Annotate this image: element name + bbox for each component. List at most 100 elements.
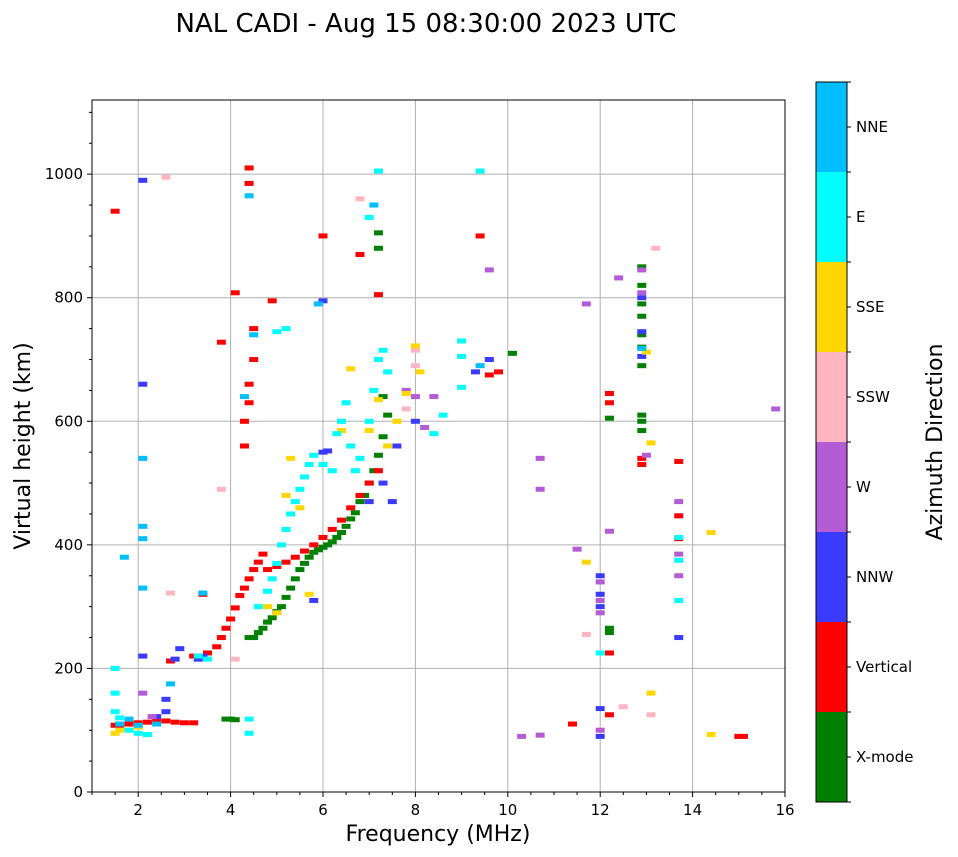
data-point-w	[674, 551, 684, 557]
data-point-vertical	[567, 721, 577, 727]
data-point-sse	[364, 428, 374, 434]
data-point-ssw	[581, 631, 591, 637]
data-point-x-mode	[637, 363, 647, 369]
data-point-nne	[124, 716, 134, 722]
colorbar-tick-label: SSE	[856, 298, 885, 316]
data-point-nnw	[674, 635, 684, 641]
data-point-e	[272, 329, 282, 335]
data-point-e	[263, 588, 273, 594]
data-point-nne	[166, 681, 176, 687]
colorbar-tick-label: E	[856, 208, 865, 226]
y-tick-label: 200	[54, 659, 83, 677]
data-point-x-mode	[281, 594, 291, 600]
data-point-e	[378, 347, 388, 353]
x-tick-label: 4	[226, 801, 236, 819]
data-point-w	[614, 275, 624, 281]
data-point-x-mode	[318, 544, 328, 550]
data-point-nnw	[138, 653, 148, 659]
data-point-e	[341, 400, 351, 406]
data-point-nne	[198, 590, 208, 596]
data-point-vertical	[734, 733, 744, 739]
data-point-nnw	[637, 295, 647, 301]
data-point-ssw	[166, 590, 176, 596]
data-point-vertical	[346, 505, 356, 511]
plot-area: 2 4 6 8 10 12 14 16 0 200 400 600 800 1000	[45, 99, 795, 819]
data-point-x-mode	[258, 625, 268, 631]
data-point-x-mode	[346, 516, 356, 522]
colorbar-tick-label: W	[856, 478, 871, 496]
colorbar-segment-nnw	[816, 532, 847, 622]
data-point-x-mode	[221, 716, 231, 722]
data-point-nne	[138, 455, 148, 461]
x-tick-label: 14	[683, 801, 702, 819]
data-point-vertical	[170, 719, 180, 725]
data-point-e	[327, 468, 337, 474]
data-point-nnw	[410, 418, 420, 424]
data-point-e	[272, 560, 282, 566]
data-point-vertical	[239, 418, 249, 424]
data-point-x-mode	[332, 534, 342, 540]
data-point-sse	[581, 559, 591, 565]
colorbar-segment-nne	[816, 82, 847, 172]
data-point-sse	[281, 492, 291, 498]
data-point-nnw	[595, 733, 605, 739]
data-point-e	[244, 716, 254, 722]
data-point-e	[193, 653, 203, 659]
data-point-x-mode	[323, 542, 333, 548]
data-point-w	[595, 579, 605, 585]
data-point-w	[572, 546, 582, 552]
data-point-x-mode	[373, 230, 383, 236]
data-point-vertical	[110, 208, 120, 214]
colorbar-segment-ssw	[816, 352, 847, 442]
colorbar-frame	[815, 81, 848, 803]
data-marks	[110, 165, 781, 739]
data-point-sse	[346, 366, 356, 372]
data-point-nnw	[595, 573, 605, 579]
x-tick-label: 16	[775, 801, 794, 819]
data-point-e	[674, 534, 684, 540]
data-point-vertical	[216, 635, 226, 641]
data-point-ssw	[410, 363, 420, 369]
y-tick-label: 1000	[45, 165, 83, 183]
data-point-vertical	[604, 390, 614, 396]
data-point-vertical	[674, 458, 684, 464]
chart-title: NAL CADI - Aug 15 08:30:00 2023 UTC	[176, 9, 677, 39]
data-point-nnw	[637, 329, 647, 335]
data-point-e	[110, 665, 120, 671]
data-point-e	[267, 576, 277, 582]
data-point-x-mode	[355, 499, 365, 505]
data-point-w	[535, 732, 545, 738]
data-point-nne	[637, 345, 647, 351]
data-point-vertical	[494, 369, 504, 375]
data-point-x-mode	[300, 560, 310, 566]
x-axis-label: Frequency (MHz)	[346, 822, 531, 847]
data-point-vertical	[604, 400, 614, 406]
data-point-nnw	[161, 709, 171, 715]
data-point-ssw	[230, 656, 240, 662]
data-point-e	[110, 709, 120, 715]
data-point-nnw	[175, 646, 185, 652]
data-point-w	[641, 452, 651, 458]
data-point-x-mode	[226, 716, 236, 722]
data-point-vertical	[110, 722, 120, 728]
data-point-vertical	[189, 653, 199, 659]
data-point-vertical	[364, 480, 374, 486]
data-point-nnw	[484, 357, 494, 362]
data-point-nne	[249, 332, 259, 338]
data-point-x-mode	[507, 350, 517, 356]
data-point-e	[595, 650, 605, 656]
y-tick-label: 600	[54, 412, 83, 430]
data-point-nne	[152, 721, 162, 727]
data-point-w	[771, 406, 781, 412]
data-point-nnw	[595, 591, 605, 597]
data-point-x-mode	[313, 547, 323, 553]
data-point-nnw	[470, 369, 480, 375]
data-point-e	[457, 384, 467, 390]
x-tick-label: 2	[133, 801, 143, 819]
data-point-vertical	[249, 326, 259, 332]
data-point-vertical	[373, 468, 383, 474]
data-point-sse	[401, 390, 411, 396]
data-point-w	[674, 499, 684, 505]
data-point-ssw	[651, 245, 661, 251]
data-point-x-mode	[304, 554, 314, 560]
